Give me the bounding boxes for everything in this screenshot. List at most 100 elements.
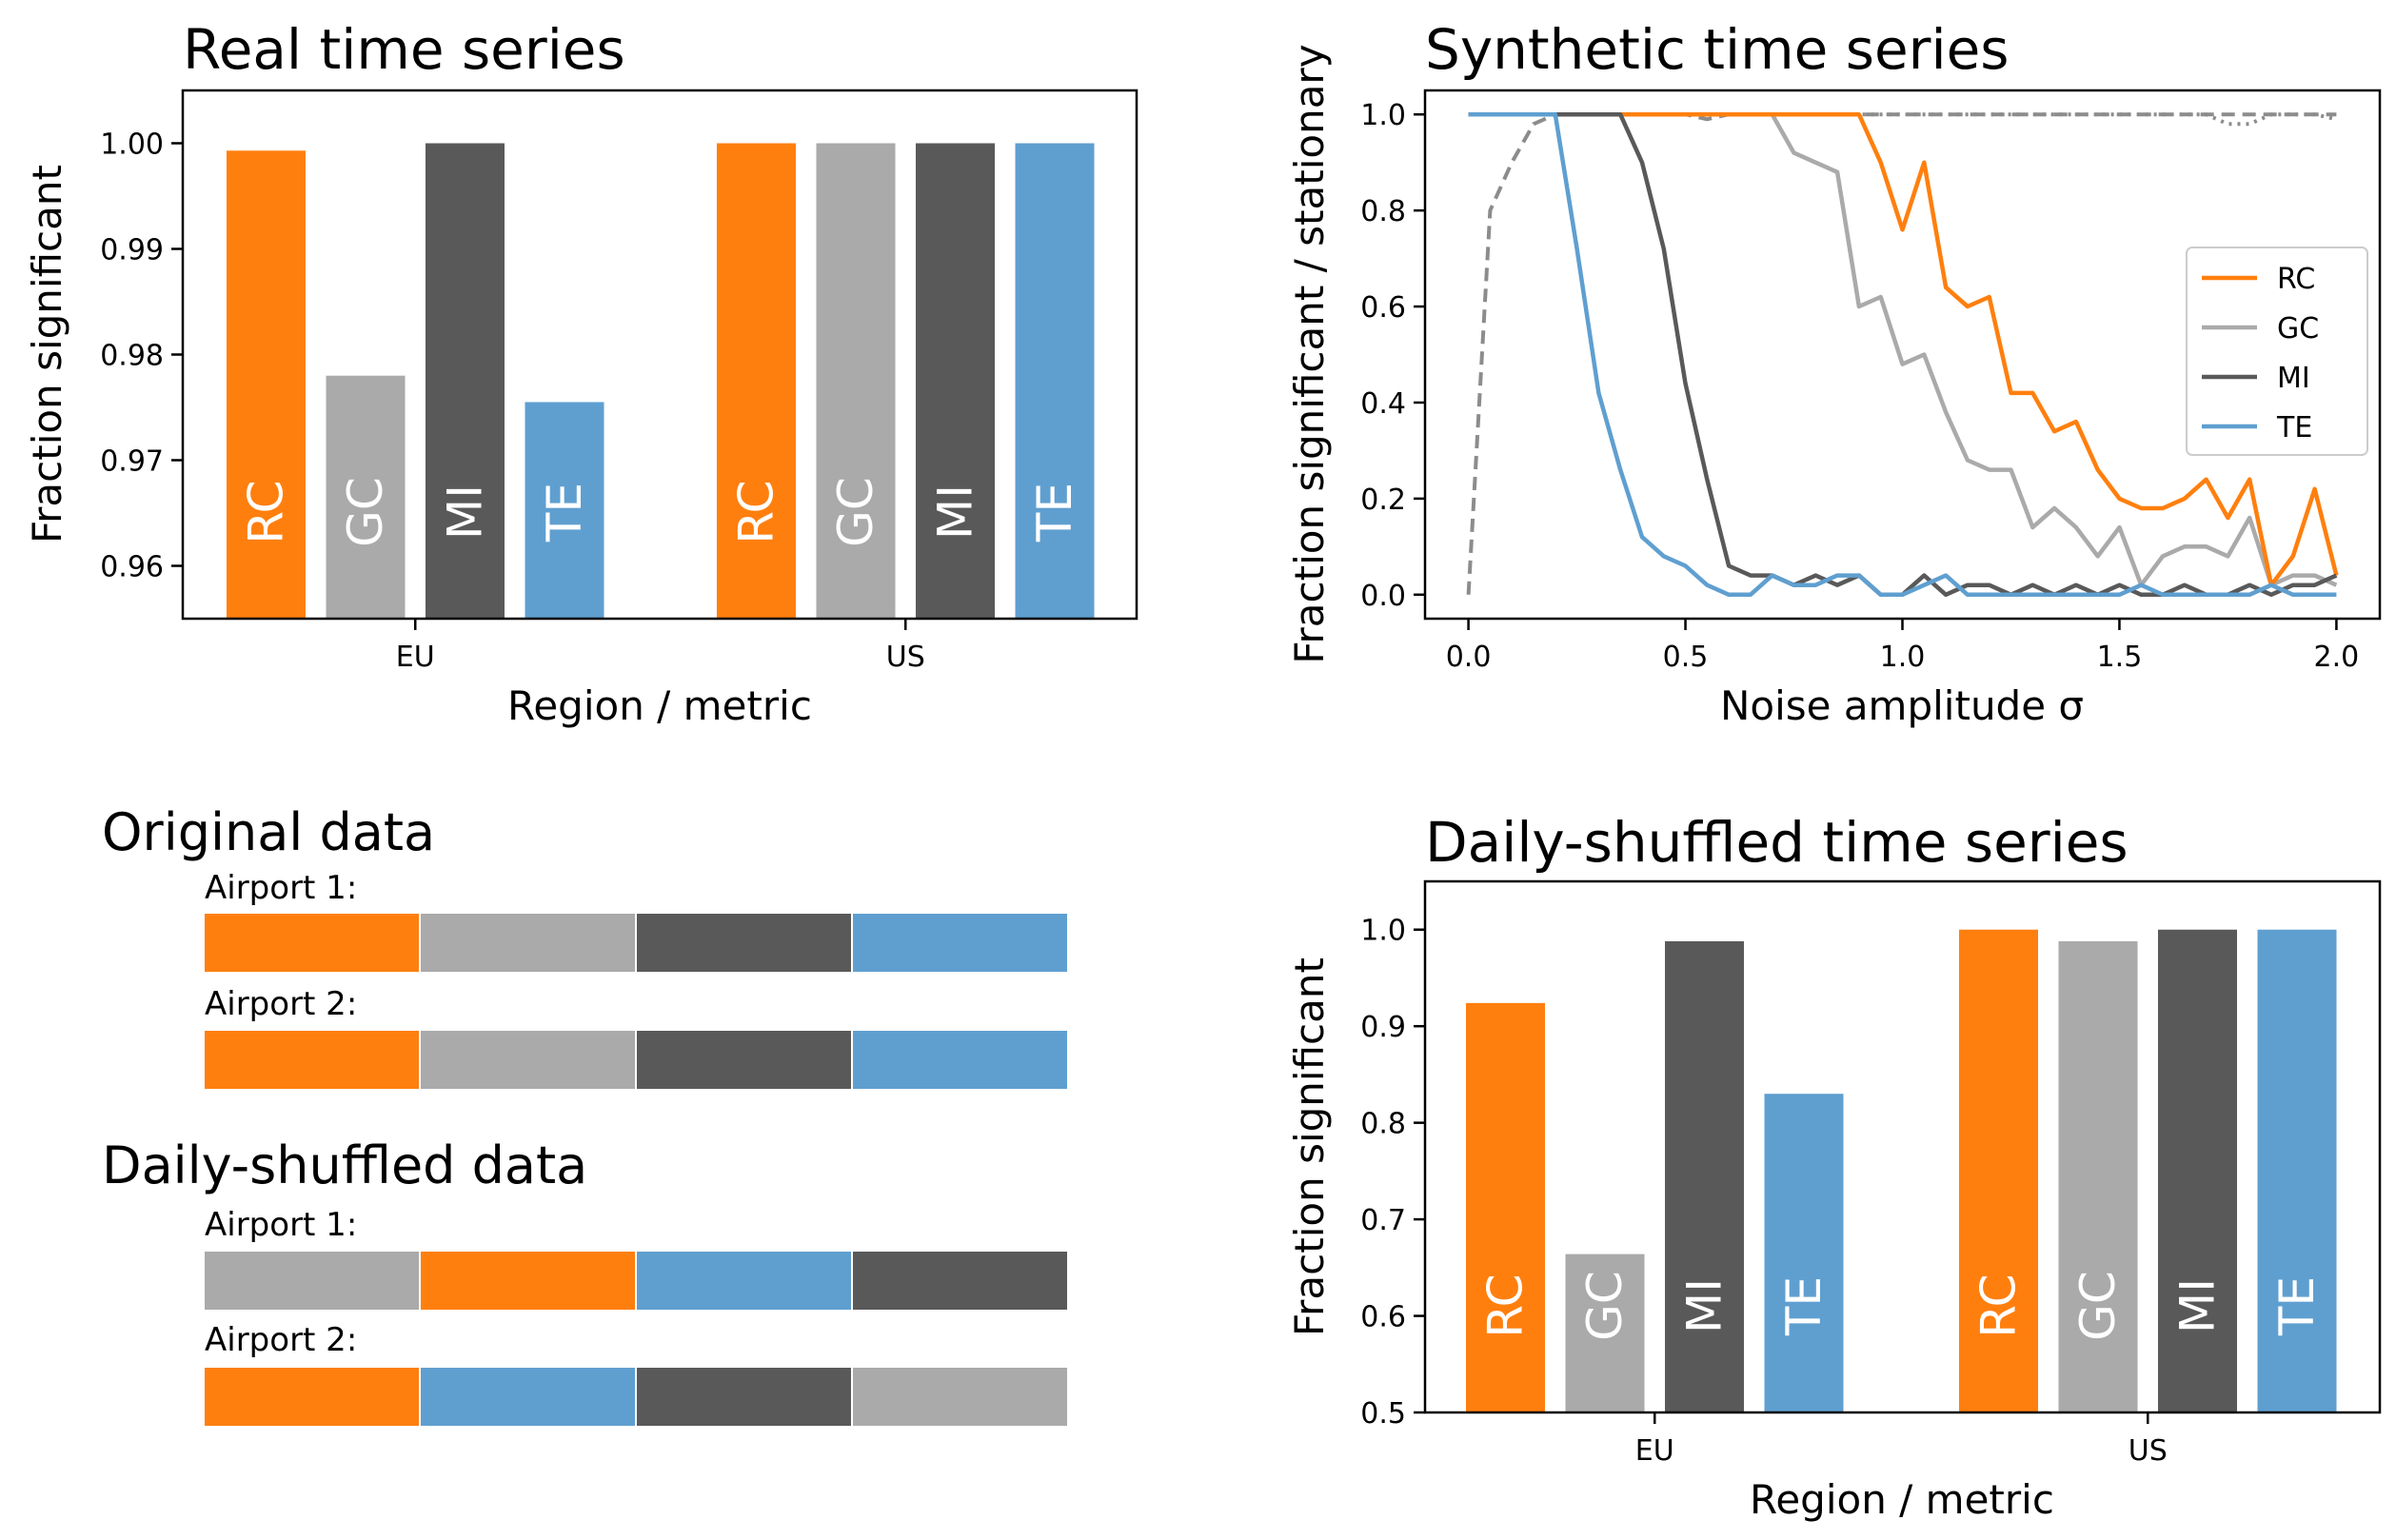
shuffled-chart-xlabel: Region / metric — [1750, 1476, 2054, 1523]
shuffled-xtick-label-us: US — [2129, 1434, 2168, 1468]
real-bar-eu-mi — [426, 143, 505, 619]
orig-a1-segment-gc — [421, 914, 635, 972]
real-bar-eu-gc — [326, 375, 406, 619]
synthetic-line-te — [1468, 111, 2337, 598]
original-airport2-bar — [205, 1031, 1067, 1089]
legend-label-mi: MI — [2277, 362, 2310, 395]
shuffled-bar-eu-gc — [1565, 1254, 1645, 1412]
real-bar-label-eu-rc: RC — [239, 480, 294, 543]
shuffled-bar-label-us-mi: MI — [2170, 1278, 2226, 1333]
shuffled-bar-label-eu-gc: GC — [1577, 1271, 1633, 1341]
shuffled-data-title: Daily-shuffled data — [102, 1135, 587, 1195]
orig-a2-segment-rc — [205, 1031, 419, 1089]
real-chart-frame — [181, 89, 1139, 621]
orig-a1-segment-mi — [637, 914, 851, 972]
real-ytick-label: 0.99 — [100, 234, 164, 267]
shuffled-ytick-label: 0.9 — [1360, 1011, 1406, 1044]
real-bar-label-us-gc: GC — [828, 477, 883, 547]
synthetic-chart: Synthetic time series 0.0 0.2 0.4 0.6 0.8 1.0… — [1286, 17, 2382, 729]
synthetic-ytick-label: 0.6 — [1360, 291, 1406, 325]
shuffled-airport1-label: Airport 1: — [205, 1206, 357, 1244]
synthetic-chart-xlabel: Noise amplitude σ — [1720, 682, 2084, 729]
real-xtick-label-eu: EU — [396, 641, 435, 674]
shuffled-bar-label-us-te: TE — [2269, 1276, 2325, 1336]
real-bar-us-mi — [916, 143, 995, 619]
shuf-a2-segment-gc — [853, 1368, 1067, 1426]
synthetic-xtick-label: 0.0 — [1446, 641, 1492, 674]
shuf-a2-segment-mi — [637, 1368, 851, 1426]
real-ytick-label: 0.97 — [100, 445, 164, 479]
synthetic-xtick-label: 0.5 — [1663, 641, 1709, 674]
shuf-a1-segment-mi — [853, 1252, 1067, 1310]
shuffled-ytick-label: 0.8 — [1360, 1108, 1406, 1141]
shuffled-airport1-bar — [205, 1252, 1067, 1310]
real-chart-ylabel: Fraction significant — [24, 165, 70, 543]
real-bar-label-eu-mi: MI — [438, 484, 493, 540]
synthetic-ytick-label: 0.0 — [1360, 580, 1406, 613]
orig-a2-segment-te — [853, 1031, 1067, 1089]
synthetic-legend-frame — [2186, 247, 2368, 456]
synthetic-chart-ylabel: Fraction significant / stationary — [1286, 44, 1333, 663]
shuffle-schematic: Original data Airport 1: Airport 2: Dail… — [102, 802, 1067, 1426]
synthetic-xtick-label: 2.0 — [2314, 641, 2360, 674]
real-bar-eu-rc — [227, 150, 306, 619]
shuffled-bar-eu-mi — [1665, 940, 1744, 1412]
synthetic-xtick-label: 1.5 — [2097, 641, 2143, 674]
shuffled-bar-us-mi — [2158, 929, 2237, 1412]
orig-a2-segment-gc — [421, 1031, 635, 1089]
shuffled-bar-label-eu-te: TE — [1776, 1276, 1832, 1336]
real-ytick-label: 0.96 — [100, 551, 164, 584]
legend-label-gc: GC — [2277, 312, 2319, 346]
synthetic-chart-title: Synthetic time series — [1425, 17, 2010, 82]
orig-a1-segment-te — [853, 914, 1067, 972]
shuffled-chart-title: Daily-shuffled time series — [1425, 810, 2129, 875]
real-bar-us-rc — [717, 143, 796, 619]
shuffled-bar-us-gc — [2058, 940, 2138, 1412]
shuf-a1-segment-te — [637, 1252, 851, 1310]
real-ytick-label: 0.98 — [100, 340, 164, 373]
shuffled-bar-eu-rc — [1466, 1002, 1545, 1412]
real-bar-label-us-rc: RC — [729, 480, 784, 543]
shuffled-chart-frame — [1423, 879, 2382, 1414]
original-airport1-bar — [205, 914, 1067, 972]
shuffled-bar-label-eu-mi: MI — [1677, 1278, 1733, 1333]
original-airport1-label: Airport 1: — [205, 869, 357, 907]
original-airport2-label: Airport 2: — [205, 985, 357, 1023]
real-bar-us-te — [1015, 143, 1095, 619]
shuffled-ytick-label: 0.6 — [1360, 1301, 1406, 1334]
shuffled-bar-label-eu-rc: RC — [1478, 1273, 1534, 1337]
real-bar-label-eu-te: TE — [537, 483, 592, 543]
shuffled-airport2-label: Airport 2: — [205, 1321, 357, 1359]
shuffled-xtick-label-eu: EU — [1635, 1434, 1674, 1468]
synthetic-chart-frame — [1423, 89, 2382, 621]
real-xtick-label-us: US — [886, 641, 925, 674]
shuf-a2-segment-te — [421, 1368, 635, 1426]
real-bar-us-gc — [816, 143, 896, 619]
orig-a2-segment-mi — [637, 1031, 851, 1089]
real-chart-xlabel: Region / metric — [507, 682, 812, 729]
synthetic-stationary-dashed-line — [1466, 112, 2337, 595]
original-data-title: Original data — [102, 802, 435, 862]
shuffled-bar-us-te — [2257, 929, 2337, 1412]
legend-label-te: TE — [2276, 411, 2312, 444]
shuffled-ytick-label: 0.5 — [1360, 1397, 1406, 1431]
shuffled-bar-label-us-rc: RC — [1971, 1273, 2027, 1337]
real-bar-eu-te — [525, 402, 604, 619]
real-bar-label-eu-gc: GC — [338, 477, 393, 547]
shuffled-bar-us-rc — [1959, 929, 2038, 1412]
synthetic-legend: RC GC MI TE — [2186, 247, 2368, 456]
shuf-a2-segment-rc — [205, 1368, 419, 1426]
synthetic-xtick-label: 1.0 — [1880, 641, 1926, 674]
shuffled-ytick-label: 0.7 — [1360, 1204, 1406, 1237]
real-chart: Real time series 0.96 0.97 0.98 0.99 1.00 RC G… — [24, 17, 1139, 729]
shuf-a1-segment-gc — [205, 1252, 419, 1310]
legend-label-rc: RC — [2277, 263, 2315, 296]
shuffled-chart-ylabel: Fraction significant — [1286, 958, 1333, 1336]
synthetic-ytick-label: 0.8 — [1360, 195, 1406, 228]
orig-a1-segment-rc — [205, 914, 419, 972]
synthetic-ytick-label: 1.0 — [1360, 99, 1406, 132]
real-ytick-label: 1.00 — [100, 128, 164, 162]
real-chart-title: Real time series — [183, 17, 625, 82]
shuf-a1-segment-rc — [421, 1252, 635, 1310]
